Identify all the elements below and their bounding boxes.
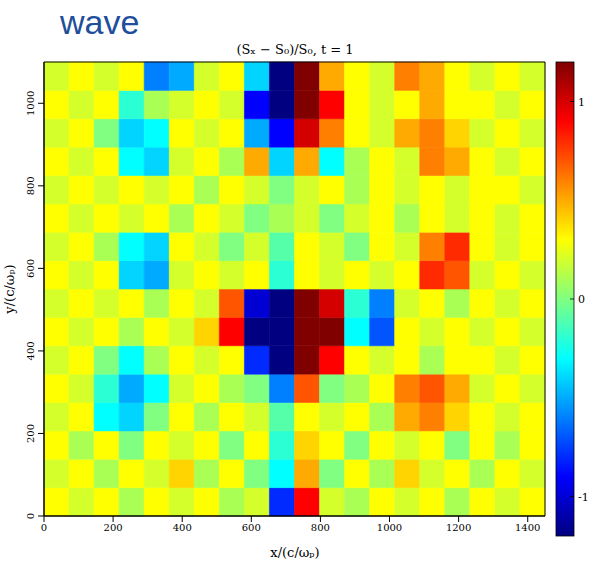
svg-text:200: 200 (104, 522, 123, 533)
svg-text:1: 1 (578, 96, 585, 109)
svg-text:(Sₓ − S₀)/S₀, t = 1: (Sₓ − S₀)/S₀, t = 1 (236, 42, 353, 57)
svg-text:800: 800 (311, 522, 330, 533)
svg-text:200: 200 (25, 424, 36, 443)
svg-text:400: 400 (25, 341, 36, 360)
svg-text:x/(c/ωₚ): x/(c/ωₚ) (270, 545, 319, 560)
svg-text:600: 600 (242, 522, 261, 533)
svg-text:1200: 1200 (446, 522, 471, 533)
svg-text:0: 0 (25, 513, 36, 519)
svg-text:1400: 1400 (515, 522, 540, 533)
svg-text:y/(c/ωₚ): y/(c/ωₚ) (2, 264, 17, 314)
svg-text:600: 600 (25, 259, 36, 278)
svg-text:-1: -1 (578, 491, 589, 504)
svg-text:0: 0 (41, 522, 47, 533)
svg-text:0: 0 (578, 293, 585, 306)
svg-text:1000: 1000 (25, 91, 36, 116)
svg-text:800: 800 (25, 176, 36, 195)
svg-text:1000: 1000 (377, 522, 402, 533)
svg-text:wave: wave (59, 3, 139, 41)
svg-text:400: 400 (173, 522, 192, 533)
